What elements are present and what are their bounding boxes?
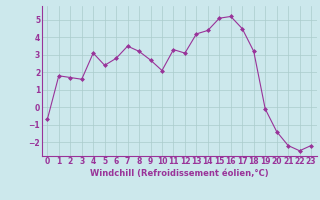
X-axis label: Windchill (Refroidissement éolien,°C): Windchill (Refroidissement éolien,°C) [90, 169, 268, 178]
